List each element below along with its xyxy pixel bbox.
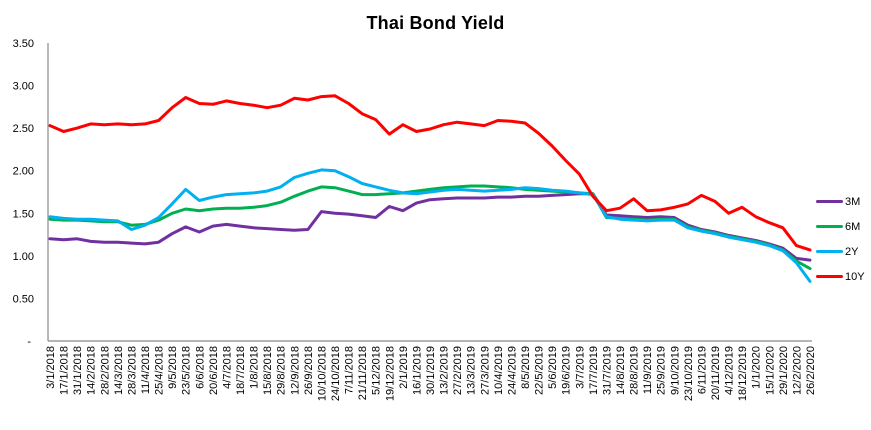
x-axis-label: 17/7/2019 bbox=[588, 346, 600, 395]
x-axis-label: 18/7/2018 bbox=[235, 346, 247, 395]
legend-label-10y: 10Y bbox=[845, 270, 865, 283]
x-axis-label: 2/1/2019 bbox=[398, 346, 410, 389]
x-axis-label: 5/12/2018 bbox=[371, 346, 383, 395]
legend-swatch-10y bbox=[816, 274, 843, 279]
x-axis-label: 20/11/2019 bbox=[710, 346, 722, 400]
y-axis-label: - bbox=[27, 336, 31, 348]
x-axis-label: 28/3/2018 bbox=[126, 346, 138, 395]
x-axis-label: 31/1/2018 bbox=[72, 346, 84, 395]
x-axis-label: 25/4/2018 bbox=[154, 346, 166, 395]
x-axis-label: 3/7/2019 bbox=[574, 346, 586, 389]
x-axis-label: 26/2/2020 bbox=[805, 346, 817, 395]
x-axis-label: 14/3/2018 bbox=[113, 346, 125, 395]
x-axis-label: 30/1/2019 bbox=[425, 346, 437, 395]
y-axis-label: 3.50 bbox=[13, 38, 34, 50]
x-axis-label: 6/6/2018 bbox=[194, 346, 206, 389]
x-axis-label: 19/6/2019 bbox=[561, 346, 573, 395]
y-axis-label: 2.50 bbox=[13, 123, 34, 135]
x-axis-label: 27/2/2019 bbox=[452, 346, 464, 395]
x-axis-label: 7/11/2018 bbox=[344, 346, 356, 394]
x-axis-label: 1/1/2020 bbox=[751, 346, 763, 389]
x-axis-label: 24/10/2018 bbox=[330, 346, 342, 401]
legend-swatch-2y bbox=[816, 249, 843, 254]
x-axis-label: 1/8/2018 bbox=[249, 346, 261, 389]
x-axis-label: 28/8/2019 bbox=[629, 346, 641, 395]
x-axis-label: 16/1/2019 bbox=[411, 346, 423, 395]
x-axis-label: 11/4/2018 bbox=[140, 346, 152, 394]
legend-item-10y: 10Y bbox=[816, 264, 865, 289]
legend-label-3m: 3M bbox=[845, 195, 861, 208]
y-axis-label: 1.00 bbox=[13, 251, 34, 263]
x-axis-label: 9/10/2019 bbox=[669, 346, 681, 395]
x-axis-label: 4/12/2019 bbox=[724, 346, 736, 395]
x-axis-label: 22/5/2019 bbox=[534, 346, 546, 395]
x-axis-label: 12/2/2020 bbox=[791, 346, 803, 395]
x-axis-label: 17/1/2018 bbox=[59, 346, 71, 395]
series-line-10y bbox=[48, 94, 812, 252]
y-axis-label: 0.50 bbox=[13, 293, 34, 305]
x-axis-label: 23/5/2018 bbox=[181, 346, 193, 395]
x-axis-label: 15/1/2020 bbox=[764, 346, 776, 395]
legend-item-2y: 2Y bbox=[816, 239, 865, 264]
x-axis-label: 4/7/2018 bbox=[221, 346, 233, 389]
x-axis-label: 31/7/2019 bbox=[601, 346, 613, 395]
x-axis-label: 19/12/2018 bbox=[384, 346, 396, 401]
legend-item-6m: 6M bbox=[816, 214, 865, 239]
chart-title: Thai Bond Yield bbox=[366, 13, 505, 33]
x-axis-label: 10/10/2018 bbox=[316, 346, 328, 401]
x-axis-label: 14/2/2018 bbox=[86, 346, 98, 395]
series-line-3m bbox=[48, 192, 812, 262]
series-line-2y bbox=[48, 168, 812, 283]
x-axis-label: 12/9/2018 bbox=[289, 346, 301, 395]
x-axis-label: 11/9/2019 bbox=[642, 346, 654, 394]
x-axis-label: 21/11/2018 bbox=[357, 346, 369, 400]
x-axis-label: 18/12/2019 bbox=[737, 346, 749, 401]
x-axis-label: 25/9/2019 bbox=[656, 346, 668, 395]
x-axis-label: 3/1/2018 bbox=[45, 346, 57, 389]
legend-swatch-3m bbox=[816, 199, 843, 204]
x-axis-label: 20/6/2018 bbox=[208, 346, 220, 395]
x-axis-label: 14/8/2019 bbox=[615, 346, 627, 395]
legend-item-3m: 3M bbox=[816, 189, 865, 214]
x-axis-label: 15/8/2018 bbox=[262, 346, 274, 395]
x-axis-label: 29/1/2020 bbox=[778, 346, 790, 395]
x-axis-label: 8/5/2019 bbox=[520, 346, 532, 389]
y-axis-label: 3.00 bbox=[13, 81, 34, 93]
x-axis-label: 28/2/2018 bbox=[99, 346, 111, 395]
x-axis-label: 13/2/2019 bbox=[439, 346, 451, 395]
legend-swatch-6m bbox=[816, 224, 843, 229]
x-axis-label: 10/4/2019 bbox=[493, 346, 505, 395]
x-axis-label: 9/5/2018 bbox=[167, 346, 179, 389]
x-axis-label: 26/9/2018 bbox=[303, 346, 315, 395]
x-axis-label: 6/11/2019 bbox=[696, 346, 708, 394]
y-axis-label: 2.00 bbox=[13, 166, 34, 178]
x-axis-label: 24/4/2019 bbox=[506, 346, 518, 395]
x-axis-label: 29/8/2018 bbox=[276, 346, 288, 395]
legend-label-6m: 6M bbox=[845, 220, 861, 233]
legend-label-2y: 2Y bbox=[845, 245, 859, 258]
x-axis-label: 5/6/2019 bbox=[547, 346, 559, 389]
x-axis-label: 13/3/2019 bbox=[466, 346, 478, 395]
x-axis-label: 23/10/2019 bbox=[683, 346, 695, 401]
y-axis-label: 1.50 bbox=[13, 208, 34, 220]
x-axis-label: 27/3/2019 bbox=[479, 346, 491, 395]
legend: 3M 6M 2Y 10Y bbox=[816, 189, 865, 289]
